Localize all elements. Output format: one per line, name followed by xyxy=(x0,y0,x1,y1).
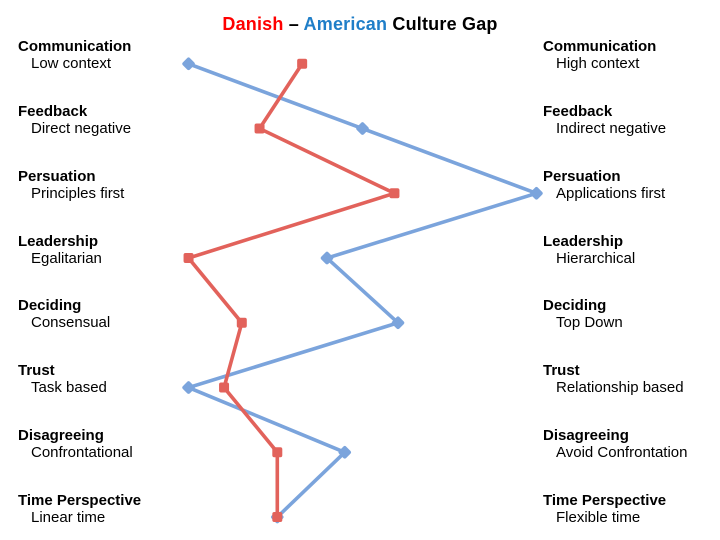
dimension-heading: Persuation xyxy=(543,167,621,185)
dimension-heading: Feedback xyxy=(543,103,613,121)
dimension-pole-label: High context xyxy=(556,55,640,73)
dimension-pole-label: Flexible time xyxy=(556,508,641,526)
dimension-row-left: Leadership Egalitarian xyxy=(18,233,102,267)
dimension-pole-label: Task based xyxy=(31,379,107,397)
dimension-row-left: Persuation Principles first xyxy=(18,168,124,202)
dimension-heading: Deciding xyxy=(543,297,607,315)
dimension-heading: Leadership xyxy=(543,232,624,250)
danish-marker xyxy=(219,382,230,393)
dimension-row-left: Feedback Direct negative xyxy=(18,103,131,137)
american-series-line xyxy=(186,61,539,519)
danish-marker xyxy=(254,123,265,134)
danish-marker xyxy=(297,58,308,69)
dimension-row-right: Communication High context xyxy=(543,38,656,72)
dimension-row-right: Persuation Applications first xyxy=(543,168,665,202)
dimension-heading: Deciding xyxy=(18,297,82,315)
dimension-heading: Time Perspective xyxy=(18,491,142,509)
dimension-heading: Time Perspective xyxy=(543,491,667,509)
dimension-row-left: Communication Low context xyxy=(18,38,131,72)
dimension-pole-label: Principles first xyxy=(31,184,125,202)
dimension-pole-label: Direct negative xyxy=(31,120,132,138)
danish-marker xyxy=(272,512,283,523)
american-marker xyxy=(391,316,405,330)
dimension-heading: Disagreeing xyxy=(543,426,629,444)
dimension-pole-label: Indirect negative xyxy=(556,120,667,138)
american-marker xyxy=(182,381,195,394)
danish-marker xyxy=(236,317,247,328)
american-marker xyxy=(338,446,351,459)
dimension-row-right: Deciding Top Down xyxy=(543,297,623,331)
dimension-pole-label: Relationship based xyxy=(556,379,684,397)
american-marker xyxy=(356,122,369,135)
chart-title: Danish – American Culture Gap xyxy=(0,14,720,35)
dimension-heading: Trust xyxy=(18,362,55,380)
dimension-heading: Persuation xyxy=(18,167,96,185)
dimension-pole-label: Low context xyxy=(31,55,112,73)
dimension-heading: Communication xyxy=(543,38,657,56)
dimension-row-left: Deciding Consensual xyxy=(18,297,110,331)
dimension-pole-label: Egalitarian xyxy=(31,249,102,267)
danish-marker xyxy=(272,447,283,458)
dimension-heading: Feedback xyxy=(18,103,88,121)
dimension-row-right: Trust Relationship based xyxy=(543,362,684,396)
dimension-pole-label: Hierarchical xyxy=(556,249,636,267)
dimension-heading: Communication xyxy=(18,38,132,56)
dimension-row-left: Disagreeing Confrontational xyxy=(18,427,133,461)
dimension-row-right: Feedback Indirect negative xyxy=(543,103,666,137)
dimension-pole-label: Top Down xyxy=(556,314,623,332)
dimension-row-right: Time Perspective Flexible time xyxy=(543,492,666,526)
dimension-pole-label: Linear time xyxy=(31,508,106,526)
title-separator: – xyxy=(283,14,304,34)
danish-series-line xyxy=(186,61,397,519)
dimension-pole-label: Avoid Confrontation xyxy=(556,443,688,461)
dimension-row-right: Leadership Hierarchical xyxy=(543,233,635,267)
title-suffix: Culture Gap xyxy=(387,14,498,34)
dimension-row-right: Disagreeing Avoid Confrontation xyxy=(543,427,687,461)
danish-marker xyxy=(183,253,194,264)
american-marker xyxy=(530,187,543,200)
dimension-pole-label: Applications first xyxy=(556,184,666,202)
dimension-pole-label: Confrontational xyxy=(31,443,133,461)
american-marker xyxy=(320,251,334,265)
danish-marker xyxy=(389,188,400,199)
dimension-heading: Disagreeing xyxy=(18,426,104,444)
dimension-pole-label: Consensual xyxy=(31,314,111,332)
american-marker xyxy=(182,57,195,71)
dimension-row-left: Time Perspective Linear time xyxy=(18,492,141,526)
dimension-row-left: Trust Task based xyxy=(18,362,107,396)
dimension-heading: Trust xyxy=(543,362,580,380)
title-danish: Danish xyxy=(222,14,284,34)
title-american: American xyxy=(303,14,388,34)
dimension-heading: Leadership xyxy=(18,232,99,250)
